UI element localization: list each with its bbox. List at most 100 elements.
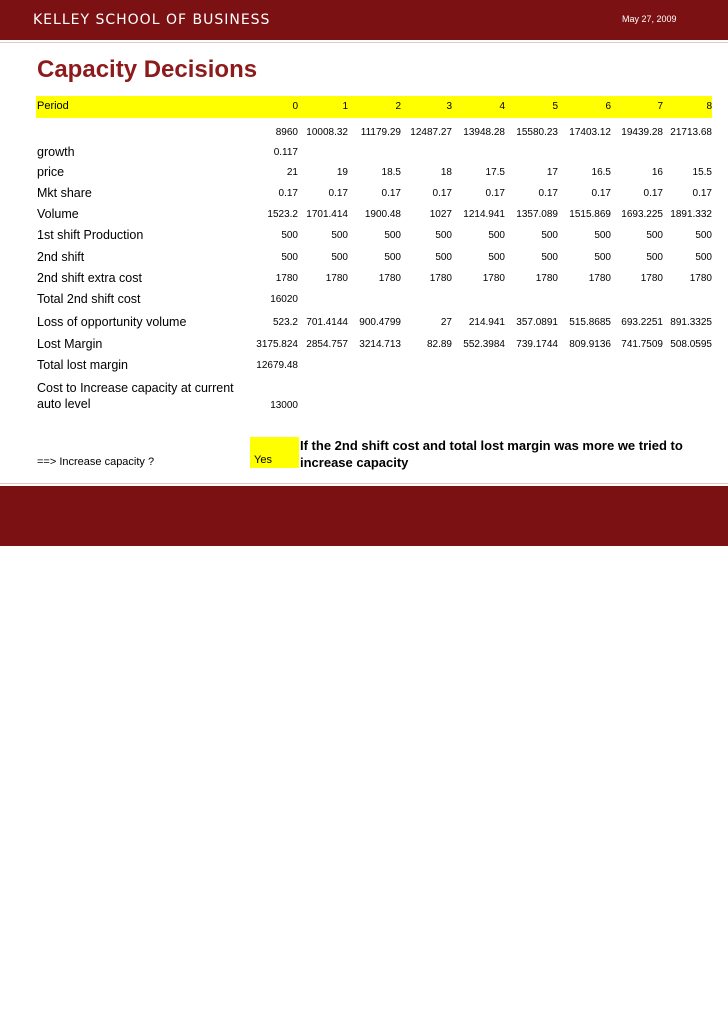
table-row: price 21 19 18.5 18 17.5 17 16.5 16 15.5: [36, 163, 712, 181]
table-cell: 741.7509: [621, 339, 663, 350]
slide-date: May 27, 2009: [622, 14, 677, 24]
table-cell: 500: [541, 230, 558, 241]
row-label: 2nd shift: [37, 250, 85, 264]
table-cell: 2854.757: [306, 339, 348, 350]
row-label: Loss of opportunity volume: [37, 315, 187, 329]
table-cell: 0.17: [328, 188, 348, 199]
table-cell: 500: [541, 252, 558, 263]
period-cell: 3: [446, 101, 452, 112]
row-label: Total 2nd shift cost: [37, 292, 141, 306]
period-cell: 4: [499, 101, 505, 112]
iu-trident-icon: [32, 990, 48, 1017]
table-cell: 1780: [640, 273, 663, 284]
cost-label: Cost to Increase capacity at current aut…: [37, 381, 234, 411]
table-cell: 500: [435, 252, 452, 263]
row-label: Mkt share: [37, 186, 92, 200]
table-cell: 17: [546, 167, 558, 178]
table-cell: 1780: [378, 273, 401, 284]
table-cell: 0.17: [643, 188, 663, 199]
table-cell: 0.17: [692, 188, 712, 199]
table-cell: 1780: [325, 273, 348, 284]
table-cell: 16.5: [591, 167, 611, 178]
table-cell: 1515.869: [569, 209, 611, 220]
table-cell: 1027: [429, 209, 452, 220]
table-cell: 500: [331, 252, 348, 263]
row-label: Total lost margin: [37, 358, 129, 372]
table-cell: 1357.089: [516, 209, 558, 220]
table-cell: 82.89: [426, 339, 452, 350]
table-cell: 500: [695, 230, 712, 241]
table-cell: 0.17: [485, 188, 505, 199]
header-band: KELLEY SCHOOL OF BUSINESS May 27, 2009: [0, 0, 728, 40]
page-number: 24: [697, 1001, 708, 1011]
row-label: Volume: [37, 207, 79, 221]
increase-capacity-value: Yes: [254, 454, 272, 466]
period-cell: 0: [292, 101, 298, 112]
table-cell: 500: [695, 252, 712, 263]
table-cell: 508.0595: [670, 339, 712, 350]
row-label: price: [37, 165, 65, 179]
table-cell: 500: [488, 230, 505, 241]
table-cell: 500: [435, 230, 452, 241]
period-cell: 1: [342, 101, 348, 112]
table-cell: 11179.29: [360, 127, 401, 138]
period-cell: 6: [605, 101, 611, 112]
row-label: 2nd shift extra cost: [37, 271, 142, 285]
yes-highlight: [250, 437, 299, 468]
table-cell: 1900.48: [364, 209, 401, 220]
table-cell: 500: [281, 252, 298, 263]
table-cell: 12487.27: [410, 127, 452, 138]
table-cell: 19439.28: [621, 127, 663, 138]
period-cell: 8: [706, 101, 712, 112]
table-cell: 900.4799: [359, 317, 401, 328]
row-label: Lost Margin: [37, 337, 103, 351]
period-cell: 7: [657, 101, 663, 112]
table-cell: 1891.332: [670, 209, 712, 220]
footer-divider: [0, 483, 728, 484]
period-row: Period 0 1 2 3 4 5 6 7 8: [36, 96, 712, 118]
table-row: Mkt share 0.17 0.17 0.17 0.17 0.17 0.17 0.17 0.1…: [36, 184, 712, 202]
table-cell: 500: [331, 230, 348, 241]
table-cell: 0.17: [591, 188, 611, 199]
table-row: Total 2nd shift cost 16020: [36, 290, 712, 308]
table-cell: 1780: [275, 273, 298, 284]
table-cell: 500: [646, 252, 663, 263]
table-cell: 1693.225: [621, 209, 663, 220]
table-cell: 500: [281, 230, 298, 241]
header-divider: [0, 42, 728, 43]
table-row: 2nd shift extra cost 1780 1780 1780 1780 1780…: [36, 269, 712, 287]
table-cell: 515.8685: [569, 317, 611, 328]
table-cell: 500: [384, 252, 401, 263]
university-name: INDIANA UNIVERSITY: [62, 997, 229, 1010]
table-cell: 693.2251: [621, 317, 663, 328]
table-cell: 18: [440, 167, 452, 178]
table-cell: 809.9136: [569, 339, 611, 350]
row-label: growth: [37, 145, 75, 159]
table-cell: 500: [646, 230, 663, 241]
table-cell: 27: [440, 317, 452, 328]
table-cell: 21: [286, 167, 298, 178]
table-row: growth 0.117: [36, 143, 712, 161]
footer-band: INDIANA UNIVERSITY 24: [0, 486, 728, 1017]
table-cell: 17403.12: [569, 127, 611, 138]
table-cell: 3175.824: [256, 339, 298, 350]
table-cell: 3214.713: [359, 339, 401, 350]
table-cell: 15.5: [692, 167, 712, 178]
table-cell: 739.1744: [516, 339, 558, 350]
table-cell: 1780: [588, 273, 611, 284]
table-cell: 500: [384, 230, 401, 241]
cost-value: 13000: [270, 400, 298, 411]
table-cell: 500: [594, 252, 611, 263]
table-cell: 0.17: [538, 188, 558, 199]
table-cell: 16: [651, 167, 663, 178]
table-cell: 16020: [270, 294, 298, 305]
table-cell: 500: [594, 230, 611, 241]
table-cell: 357.0891: [516, 317, 558, 328]
table-cell: 1214.941: [463, 209, 505, 220]
table-row: 8960 10008.32 11179.29 12487.27 13948.28 1558…: [36, 123, 712, 141]
table-cell: 17.5: [485, 167, 505, 178]
table-cell: 13948.28: [463, 127, 505, 138]
table-row: 1st shift Production 500 500 500 500 500 500 50…: [36, 226, 712, 244]
table-cell: 552.3984: [463, 339, 505, 350]
decision-note: If the 2nd shift cost and total lost mar…: [300, 438, 683, 470]
